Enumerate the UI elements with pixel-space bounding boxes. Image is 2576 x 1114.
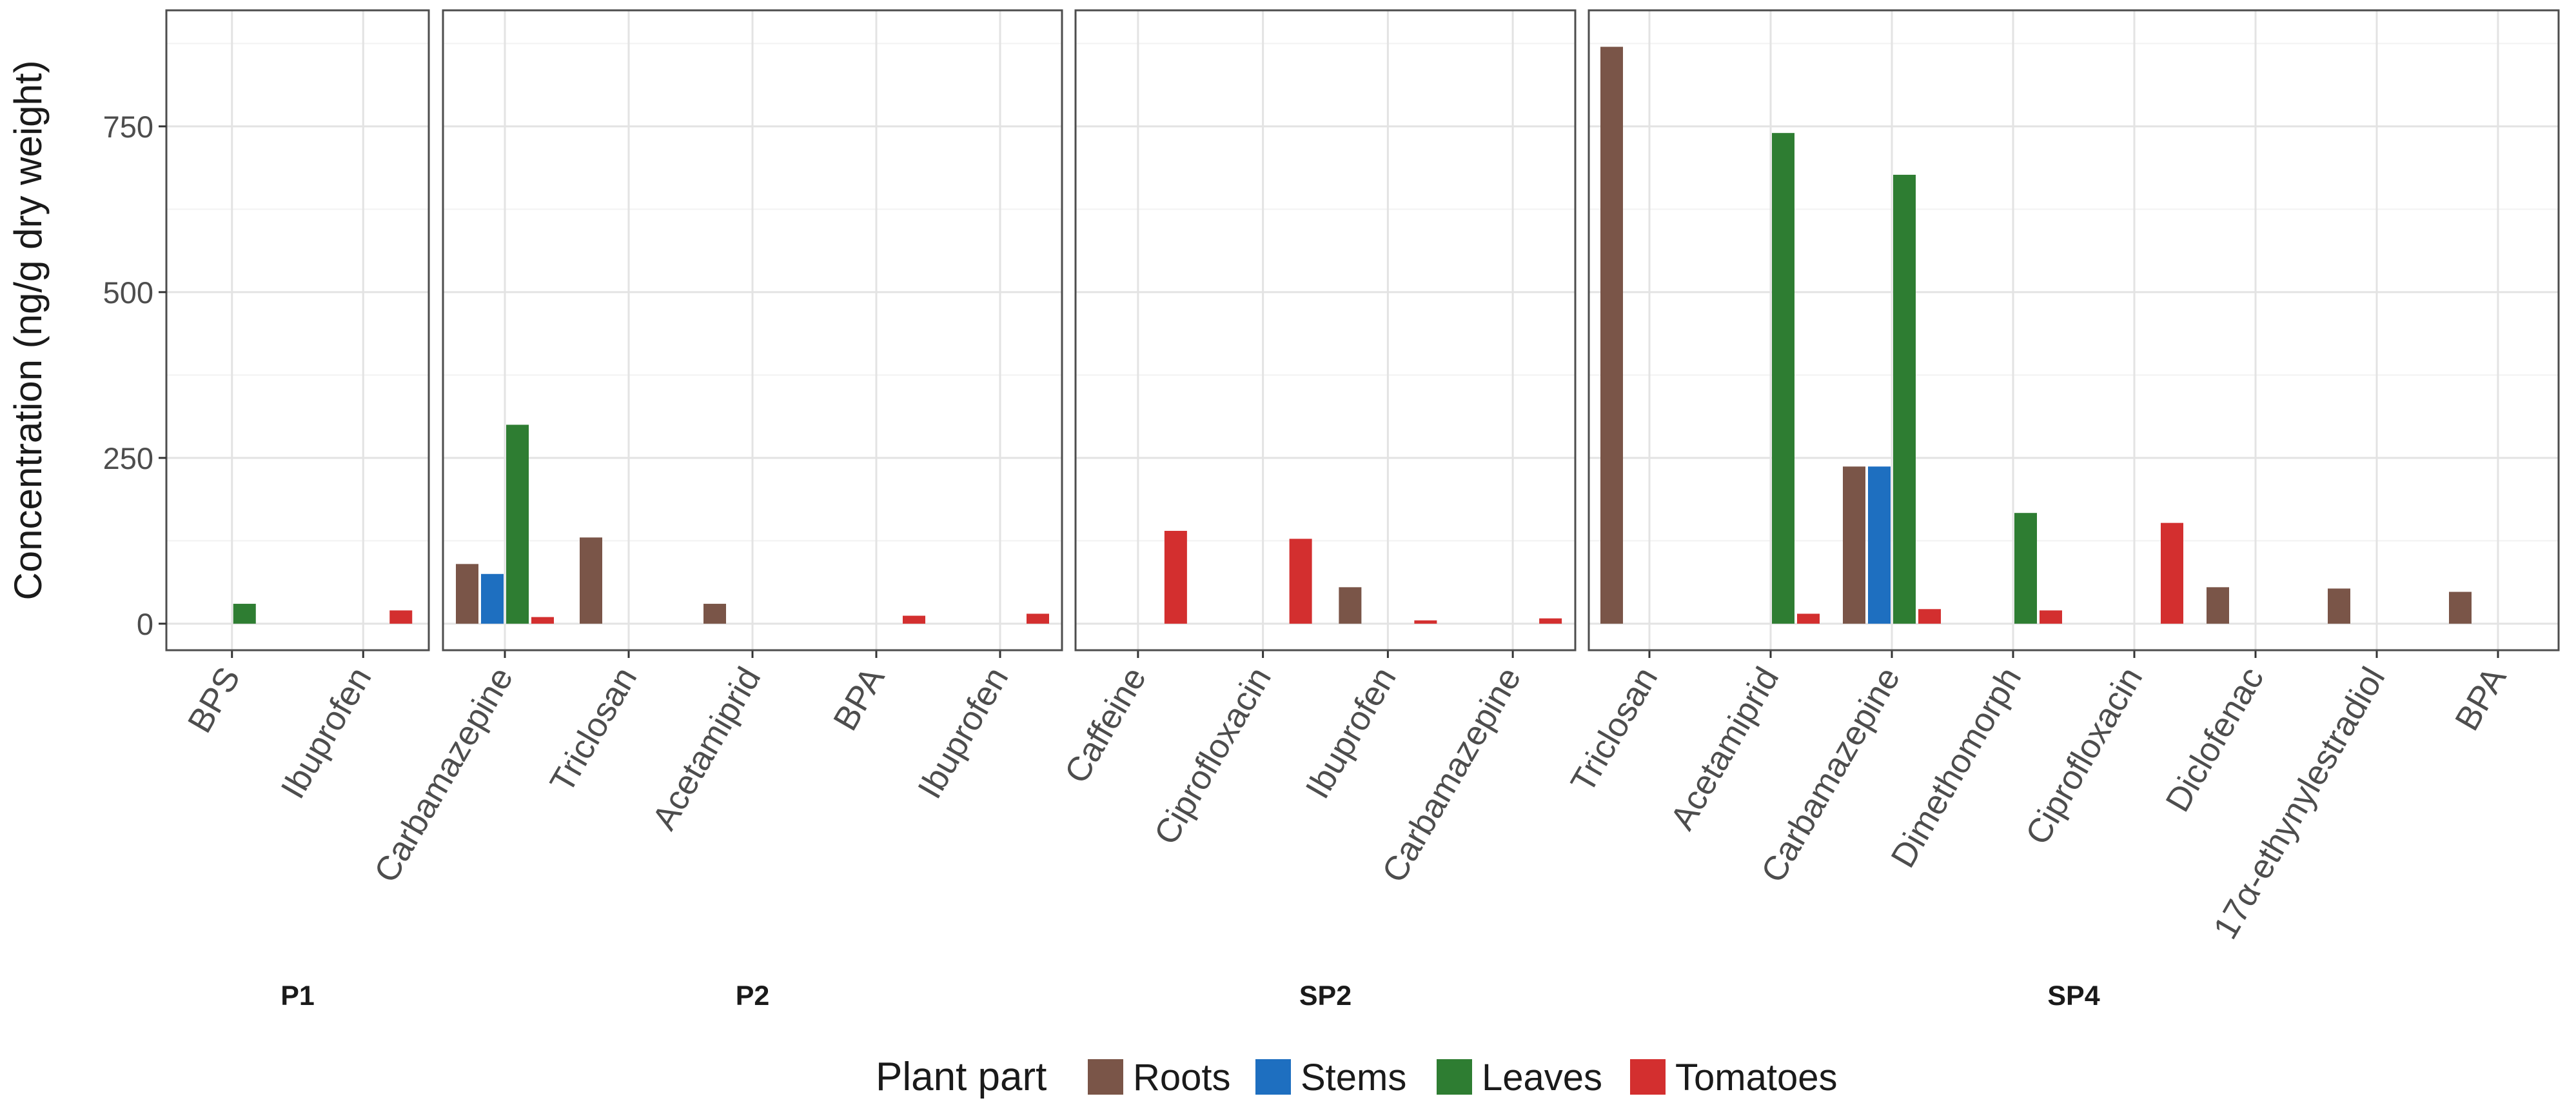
x-tick-label-p2-triclosan: Triclosan [543,661,645,799]
panel-border-sp2 [1074,9,1577,651]
bar-p2-carbamazepine-leaves [506,424,529,624]
bar-sp4-acetamiprid-tomatoes [1797,613,1820,624]
legend-label-tomatoes: Tomatoes [1675,1057,1837,1099]
legend-label-stems: Stems [1301,1057,1406,1099]
x-tick-label-sp4-acetamiprid: Acetamiprid [1663,661,1786,837]
panel-border-p2 [442,9,1063,651]
x-tick-label-p2-carbamazepine: Carbamazepine [367,661,520,890]
legend-swatch-stems [1255,1059,1291,1095]
bar-sp4-dimethomorph-leaves [2014,513,2037,624]
panel-border-p1 [165,9,430,651]
legend-swatch-roots [1088,1059,1123,1095]
panel-label-sp4: SP4 [2047,980,2099,1011]
panel-background-p1 [166,10,429,650]
x-tick-label-sp4-dimethomorph: Dimethomorph [1884,661,2029,875]
bar-p2-acetamiprid-roots [703,604,726,624]
panel-label-p1: P1 [280,980,315,1011]
bar-p2-carbamazepine-stems [481,573,504,624]
y-tick-label-250: 250 [103,441,153,475]
legend-swatch-leaves [1437,1059,1472,1095]
panel-background-sp2 [1076,10,1575,650]
legend-swatch-tomatoes [1630,1059,1666,1095]
bar-sp4-ciprofloxacin-tomatoes [2161,522,2183,624]
panel-label-sp2: SP2 [1299,980,1352,1011]
bar-sp4-bpa-roots [2449,592,2472,624]
x-tick-label-sp4-diclofenac: Diclofenac [2159,661,2272,819]
bar-sp4-dimethomorph-tomatoes [2040,610,2062,624]
bar-sp2-caffeine-tomatoes [1164,530,1187,624]
bar-p2-carbamazepine-tomatoes [531,617,554,624]
y-tick-label-750: 750 [103,110,153,144]
x-tick-label-sp2-caffeine: Caffeine [1057,661,1154,790]
y-tick-label-500: 500 [103,275,153,310]
bar-p1-ibuprofen-tomatoes [389,610,413,624]
x-tick-label-sp2-carbamazepine: Carbamazepine [1375,661,1528,890]
bar-p1-bps-leaves [233,604,256,624]
x-tick-label-p1-bps: BPS [181,661,248,739]
bar-sp2-ibuprofen-tomatoes [1414,620,1437,624]
bar-sp4-carbamazepine-leaves [1893,174,1916,624]
x-tick-label-p2-acetamiprid: Acetamiprid [645,661,768,837]
y-axis-title: Concentration (ng/g dry weight) [6,60,50,600]
bar-p2-ibuprofen-tomatoes [1027,613,1049,624]
bar-sp2-ibuprofen-roots [1339,587,1362,624]
bar-p2-triclosan-roots [580,537,602,624]
bar-sp4-17-ethynylestradiol-roots [2328,588,2350,624]
x-tick-label-p2-ibuprofen: Ibuprofen [910,661,1016,805]
x-tick-label-sp2-ciprofloxacin: Ciprofloxacin [1147,661,1279,851]
x-tick-label-p2-bpa: BPA [826,661,892,737]
legend-title: Plant part [876,1055,1047,1099]
bar-p2-bpa-tomatoes [903,615,925,624]
bar-sp4-diclofenac-roots [2207,587,2229,624]
x-tick-label-p1-ibuprofen: Ibuprofen [274,661,379,805]
x-tick-label-sp4-triclosan: Triclosan [1564,661,1666,799]
panel-border-sp4 [1588,9,2560,651]
bar-sp2-ciprofloxacin-tomatoes [1289,539,1312,624]
x-tick-label-sp4-bpa: BPA [2448,661,2513,737]
bar-sp4-acetamiprid-leaves [1772,133,1794,624]
bar-sp4-carbamazepine-stems [1868,466,1891,624]
bar-sp2-carbamazepine-tomatoes [1539,618,1562,624]
bar-sp4-carbamazepine-tomatoes [1918,609,1941,624]
legend-label-leaves: Leaves [1482,1057,1602,1099]
panel-background-sp4 [1589,10,2559,650]
bar-p2-carbamazepine-roots [456,564,478,624]
x-tick-label-sp2-ibuprofen: Ibuprofen [1299,661,1404,805]
panel-label-p2: P2 [736,980,770,1011]
legend-label-roots: Roots [1133,1057,1231,1099]
x-tick-label-sp4-ciprofloxacin: Ciprofloxacin [2018,661,2150,851]
y-tick-label-0: 0 [137,607,153,641]
bar-sp4-triclosan-roots [1600,46,1623,624]
bar-sp4-carbamazepine-roots [1843,466,1865,624]
